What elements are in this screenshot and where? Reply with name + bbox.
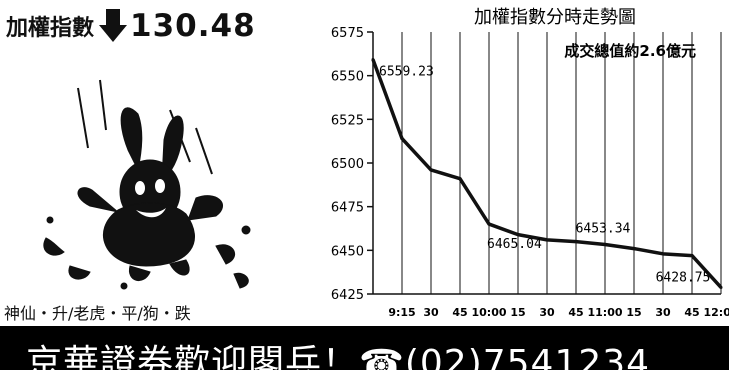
cartoon-caption: 神仙・升/老虎・平/狗・跌 [4, 304, 191, 323]
y-tick-label: 6475 [331, 201, 364, 216]
data-point [719, 285, 723, 289]
y-tick-label: 6575 [331, 26, 364, 41]
data-point [371, 58, 375, 62]
index-change-value: 130.48 [130, 8, 256, 44]
data-point [632, 247, 636, 251]
x-tick-label: 45 [452, 306, 467, 319]
x-tick-label: 15 [510, 306, 525, 319]
index-label: 加權指數 [6, 16, 95, 41]
x-tick-label: 30 [423, 306, 439, 319]
data-point [458, 177, 462, 181]
x-tick-label: 12:00 [703, 306, 729, 319]
data-label: 6465.04 [487, 237, 542, 252]
y-tick-label: 6525 [331, 113, 364, 128]
data-label: 6428.75 [656, 270, 711, 285]
y-tick-label: 6450 [331, 244, 364, 259]
x-tick-label: 11:00 [587, 306, 622, 319]
index-headline: 加權指數 130.48 [6, 6, 316, 46]
x-tick-label: 45 [684, 306, 699, 319]
data-point [661, 252, 665, 256]
data-label: 6559.23 [379, 65, 434, 80]
x-tick-label: 45 [568, 306, 583, 319]
data-point [516, 233, 520, 237]
y-tick-label: 6425 [331, 288, 364, 303]
falling-rabbit-cartoon [43, 79, 251, 290]
footer-text: 京華證券歡迎閣兵！☎(02)7541234 [26, 343, 651, 370]
footer-banner: 京華證券歡迎閣兵！☎(02)7541234 [0, 326, 729, 370]
data-point [487, 222, 491, 226]
data-point [545, 238, 549, 242]
data-point [400, 137, 404, 141]
chart-subtitle: 成交總值約2.6億元 [564, 42, 696, 60]
y-tick-label: 6500 [331, 157, 364, 172]
chart-title: 加權指數分時走勢圖 [474, 7, 636, 28]
x-tick-label: 9:15 [388, 306, 415, 319]
data-point [574, 240, 578, 244]
data-point [429, 168, 433, 172]
x-tick-label: 30 [539, 306, 555, 319]
y-tick-label: 6550 [331, 70, 364, 85]
x-tick-label: 30 [655, 306, 671, 319]
data-point [690, 254, 694, 258]
data-point [603, 242, 607, 246]
down-arrow-icon [99, 9, 128, 42]
x-tick-label: 10:00 [471, 306, 506, 319]
data-label: 6453.34 [576, 221, 631, 236]
x-tick-label: 15 [626, 306, 641, 319]
